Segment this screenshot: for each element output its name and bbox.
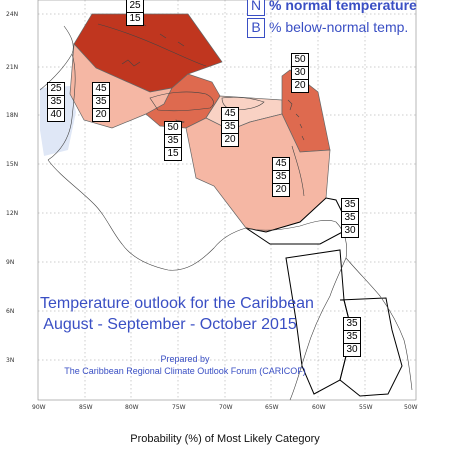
prob-value: 45 [222, 108, 238, 121]
lat-label: 18N [6, 112, 19, 119]
lat-label: 3N [6, 357, 15, 364]
legend-letter-normal: N [247, 0, 265, 16]
prob-value: 35 [344, 331, 360, 344]
lat-label: 6N [6, 308, 15, 315]
lon-label: 55W [359, 404, 373, 411]
prob-value: 20 [95, 109, 107, 120]
prob-value: 45 [93, 83, 109, 96]
prob-value: 35 [342, 212, 358, 225]
prob-box-bahamas: 25 15 [126, 0, 144, 26]
lat-label: 9N [6, 259, 15, 266]
lon-label: 50W [404, 404, 418, 411]
lat-label: 21N [6, 64, 19, 71]
prob-value: 35 [273, 171, 289, 184]
prob-box-western-caribbean: 45 35 20 [92, 82, 110, 122]
title-line-2: August - September - October 2015 [43, 316, 297, 333]
prob-value: 35 [342, 199, 358, 212]
prob-value: 35 [93, 96, 109, 109]
coastlines [39, 21, 413, 401]
lon-label: 60W [312, 404, 326, 411]
prob-value: 35 [344, 318, 360, 331]
prob-value: 15 [167, 148, 179, 159]
lat-label: 15N [6, 161, 19, 168]
prob-value: 15 [129, 13, 141, 24]
prob-value: 25 [127, 0, 143, 13]
lat-label: 12N [6, 210, 19, 217]
lon-label: 70W [219, 404, 233, 411]
legend-text-below: % below-normal temp. [269, 19, 409, 35]
zone-southern-caribbean [245, 197, 351, 245]
legend-letter-below: B [247, 18, 265, 38]
prob-box-southern-caribbean: 35 35 30 [341, 198, 359, 238]
prob-value: 30 [292, 67, 308, 80]
lon-label: 80W [125, 404, 139, 411]
organization: The Caribbean Regional Climate Outlook F… [64, 366, 306, 376]
prob-box-guianas: 35 35 30 [343, 317, 361, 357]
legend-row-normal: N % normal temperature [247, 0, 417, 16]
footer-caption: Probability (%) of Most Likely Category [130, 433, 320, 445]
lon-label: 75W [172, 404, 186, 411]
prob-box-leeward-islands: 50 30 20 [291, 53, 309, 93]
lon-label: 85W [79, 404, 93, 411]
prob-value: 35 [165, 135, 181, 148]
prob-value: 40 [50, 109, 62, 120]
lon-label: 65W [265, 404, 279, 411]
prob-value: 35 [222, 121, 238, 134]
prob-value: 20 [294, 80, 306, 91]
zone-suriname-guiana [339, 297, 403, 397]
title-line-1: Temperature outlook for the Caribbean [40, 295, 314, 312]
prob-value: 30 [344, 225, 356, 236]
prob-box-yucatan: 25 35 40 [47, 82, 65, 122]
legend-row-below: B% below-normal temp. [247, 18, 408, 38]
prob-box-cuba-jamaica: 50 35 15 [164, 121, 182, 161]
lon-label: 90W [32, 404, 46, 411]
prob-value: 45 [273, 158, 289, 171]
prob-box-hispaniola: 45 35 20 [221, 107, 239, 147]
prob-value: 50 [292, 54, 308, 67]
prepared-by: Prepared by [160, 354, 210, 364]
lat-label: 24N [6, 11, 19, 18]
prob-value: 20 [224, 134, 236, 145]
prob-value: 20 [275, 184, 287, 195]
prob-value: 25 [48, 83, 64, 96]
prob-value: 30 [346, 344, 358, 355]
legend-text-normal: % normal temperature [269, 0, 417, 13]
prob-value: 50 [165, 122, 181, 135]
prob-box-central-caribbean: 45 35 20 [272, 157, 290, 197]
prob-value: 35 [48, 96, 64, 109]
